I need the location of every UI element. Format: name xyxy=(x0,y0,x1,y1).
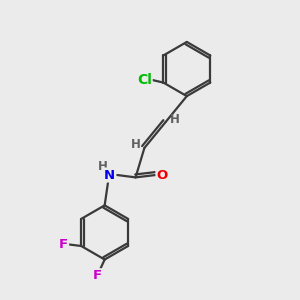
Text: F: F xyxy=(59,238,68,251)
Text: H: H xyxy=(98,160,107,173)
Text: O: O xyxy=(156,169,168,182)
Text: H: H xyxy=(130,139,140,152)
Text: Cl: Cl xyxy=(137,73,152,87)
Text: N: N xyxy=(103,169,115,182)
Text: F: F xyxy=(93,269,102,282)
Text: H: H xyxy=(169,112,179,126)
